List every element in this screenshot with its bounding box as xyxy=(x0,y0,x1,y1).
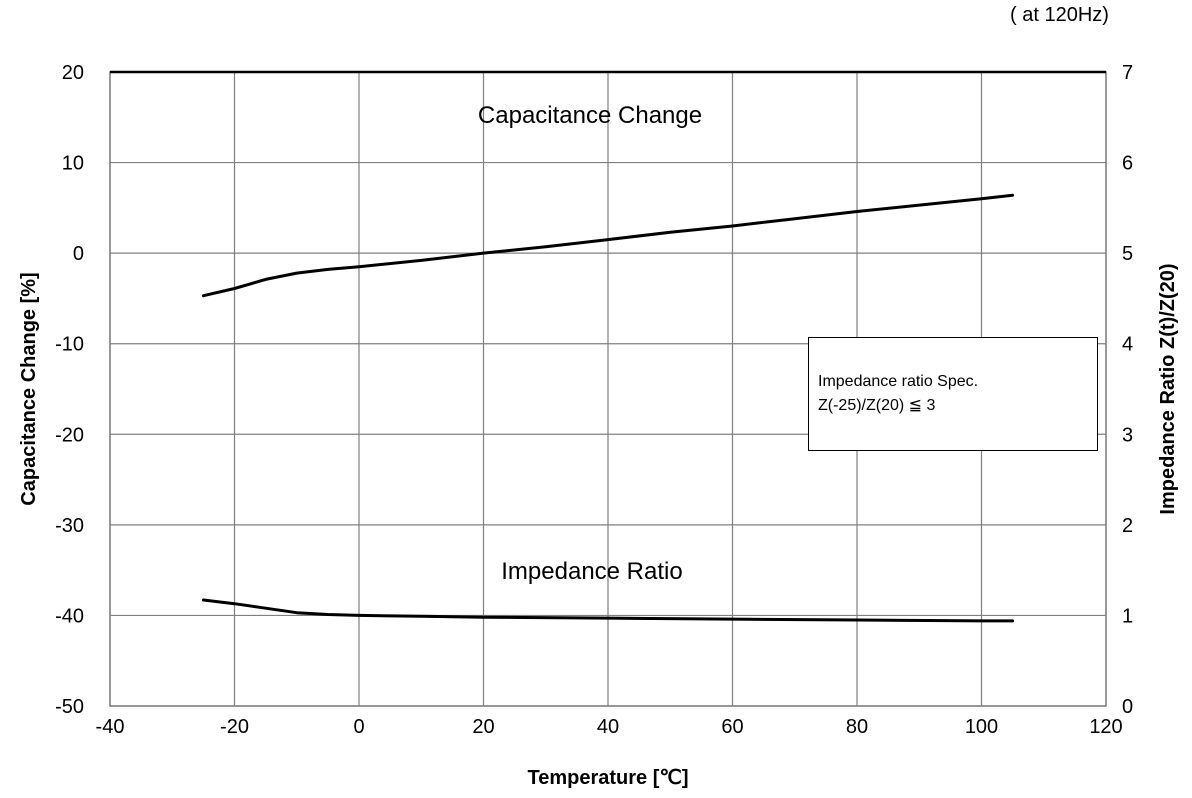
right-axis-ticks: 7 6 5 4 3 2 1 0 xyxy=(1122,62,1133,718)
right-y-tick-label: 3 xyxy=(1122,424,1133,446)
x-axis-ticks: -40 -20 0 20 40 60 80 100 120 xyxy=(96,716,1123,738)
right-y-tick-label: 6 xyxy=(1122,153,1133,175)
capacitance-change-line xyxy=(201,193,1015,298)
right-y-tick-label: 2 xyxy=(1122,515,1133,537)
left-y-tick-label: 0 xyxy=(73,243,84,265)
y-axis-title-right: Impedance Ratio Z(t)/Z(20) xyxy=(1157,263,1179,514)
x-tick-label: -20 xyxy=(220,716,249,738)
impedance-ratio-line xyxy=(201,598,1015,623)
series-label-impedance: Impedance Ratio xyxy=(501,558,682,585)
left-y-tick-label: -10 xyxy=(55,334,84,356)
series-label-capacitance: Capacitance Change xyxy=(478,102,702,129)
left-y-tick-label: -20 xyxy=(55,424,84,446)
series-lines xyxy=(201,193,1015,623)
left-y-tick-label: -30 xyxy=(55,515,84,537)
right-y-tick-label: 5 xyxy=(1122,243,1133,265)
spec-box-line2: Z(-25)/Z(20) ≦ 3 xyxy=(818,397,936,414)
spec-box-line1: Impedance ratio Spec. xyxy=(818,373,979,390)
right-y-tick-label: 0 xyxy=(1122,696,1133,718)
y-axis-title-left: Capacitance Change [%] xyxy=(18,272,40,505)
right-y-tick-label: 4 xyxy=(1122,334,1133,356)
x-tick-label: 80 xyxy=(846,716,868,738)
right-y-tick-label: 1 xyxy=(1122,605,1133,627)
x-tick-label: 0 xyxy=(353,716,364,738)
x-tick-label: -40 xyxy=(96,716,125,738)
x-tick-label: 40 xyxy=(597,716,619,738)
left-y-tick-label: 10 xyxy=(62,153,84,175)
spec-box: Impedance ratio Spec. Z(-25)/Z(20) ≦ 3 xyxy=(808,337,1098,451)
x-tick-label: 100 xyxy=(965,716,998,738)
x-tick-label: 60 xyxy=(721,716,743,738)
left-y-tick-label: -40 xyxy=(55,605,84,627)
left-y-tick-label: -50 xyxy=(55,696,84,718)
x-tick-label: 120 xyxy=(1089,716,1122,738)
x-axis-title: Temperature [℃] xyxy=(527,767,688,789)
frequency-note: ( at 120Hz) xyxy=(1010,4,1109,26)
left-y-tick-label: 20 xyxy=(62,62,84,84)
right-y-tick-label: 7 xyxy=(1122,62,1133,84)
x-tick-label: 20 xyxy=(472,716,494,738)
left-axis-ticks: 20 10 0 -10 -20 -30 -40 -50 xyxy=(55,62,84,718)
